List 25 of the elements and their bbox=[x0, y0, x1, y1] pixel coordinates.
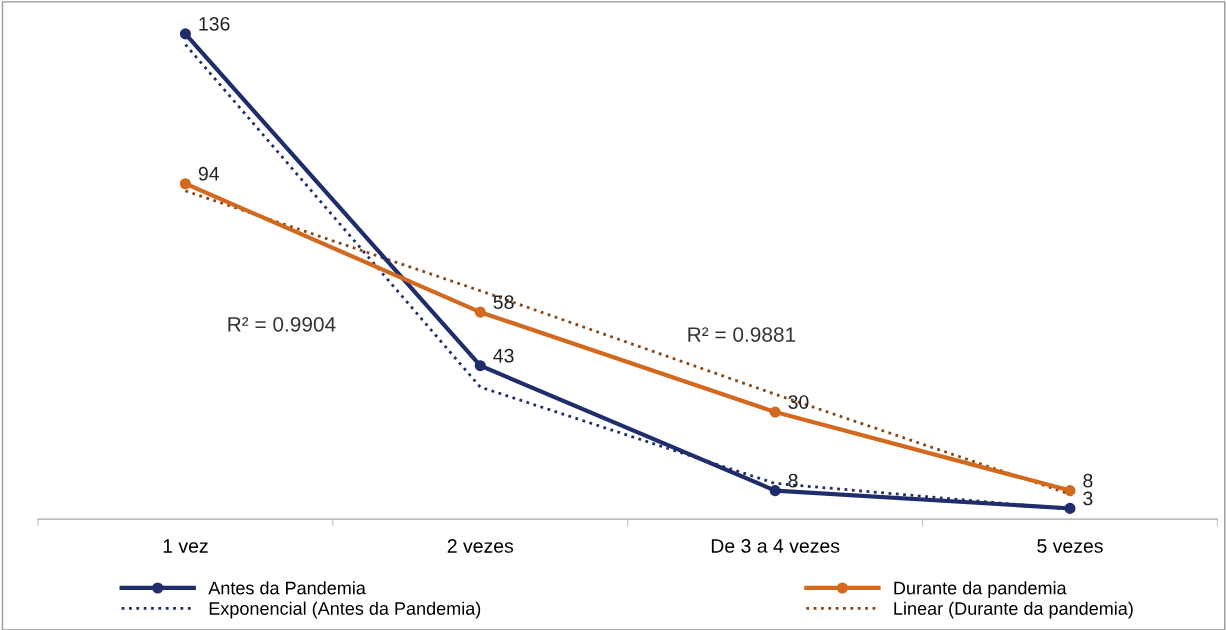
data-label: 8 bbox=[788, 473, 798, 488]
point bbox=[1064, 485, 1076, 497]
legend-label: Linear (Durante da pandemia) bbox=[894, 601, 1133, 619]
data-label: 43 bbox=[493, 348, 514, 363]
point bbox=[179, 178, 191, 190]
point bbox=[179, 28, 191, 40]
data-label: 94 bbox=[198, 166, 219, 181]
data-label: 136 bbox=[199, 16, 230, 31]
point bbox=[769, 485, 781, 497]
point bbox=[1064, 502, 1076, 514]
legend-label: Durante da pandemia bbox=[894, 581, 1067, 599]
x-tick-label: 1 vez bbox=[163, 539, 208, 553]
x-tick-label: 2 vezes bbox=[447, 539, 514, 553]
x-tick-label: 5 vezes bbox=[1037, 539, 1103, 553]
data-label: 58 bbox=[493, 295, 514, 310]
legend-label: Exponencial (Antes da Pandemia) bbox=[209, 601, 481, 619]
annotation: R² = 0.9904 bbox=[228, 317, 336, 332]
point bbox=[769, 406, 781, 418]
annotation: R² = 0.9881 bbox=[688, 327, 796, 342]
data-label: 3 bbox=[1083, 491, 1093, 506]
point bbox=[474, 360, 486, 372]
data-label: 8 bbox=[1083, 473, 1093, 488]
point bbox=[474, 306, 486, 318]
legend-label: Antes da Pandemia bbox=[208, 581, 366, 595]
x-tick-label: De 3 a 4 vezes bbox=[711, 539, 840, 553]
